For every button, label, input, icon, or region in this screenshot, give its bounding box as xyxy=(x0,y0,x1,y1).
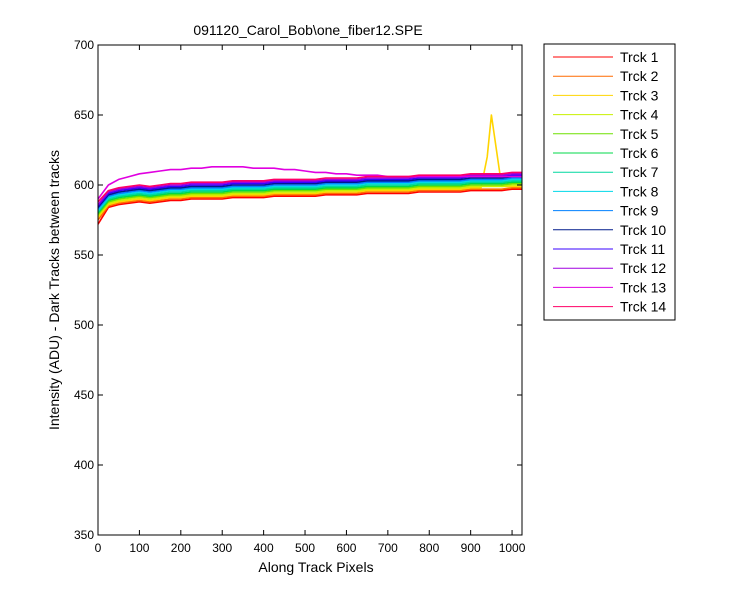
legend-label-trck-7: Trck 7 xyxy=(620,164,659,180)
legend-label-trck-11: Trck 11 xyxy=(620,241,665,257)
x-tick-label: 400 xyxy=(254,541,274,555)
series-line-trck-6 xyxy=(98,181,522,214)
legend-label-trck-6: Trck 6 xyxy=(620,145,659,161)
legend-box xyxy=(543,43,676,321)
legend-label-trck-4: Trck 4 xyxy=(620,107,659,123)
legend-label-trck-2: Trck 2 xyxy=(620,68,659,84)
y-tick-label: 550 xyxy=(74,248,94,262)
x-tick-label: 1000 xyxy=(499,541,526,555)
axes-box xyxy=(97,44,523,536)
y-tick-label: 500 xyxy=(74,318,94,332)
legend-label-trck-10: Trck 10 xyxy=(620,222,666,238)
y-tick-label: 400 xyxy=(74,458,94,472)
y-tick-label: 350 xyxy=(74,528,94,542)
x-tick-label: 700 xyxy=(378,541,398,555)
legend-label-trck-9: Trck 9 xyxy=(620,203,659,219)
series-line-trck-7 xyxy=(98,180,522,213)
series-line-trck-14 xyxy=(98,171,522,203)
x-tick-label: 900 xyxy=(461,541,481,555)
x-tick-label: 0 xyxy=(95,541,102,555)
legend-label-trck-14: Trck 14 xyxy=(620,299,666,315)
series-line-trck-8 xyxy=(98,178,522,211)
series-line-trck-13 xyxy=(98,166,522,200)
series-line-trck-1 xyxy=(98,188,522,225)
x-tick-label: 800 xyxy=(419,541,439,555)
y-axis: 350 400 450 500 550 600 650 700 xyxy=(74,38,522,542)
x-tick-label: 100 xyxy=(129,541,149,555)
x-axis-label: Along Track Pixels xyxy=(258,559,373,575)
legend-label-trck-8: Trck 8 xyxy=(620,183,659,199)
x-axis: 0 100 200 300 400 500 600 700 800 900 1000 xyxy=(95,45,526,555)
y-axis-label: Intensity (ADU) - Dark Tracks between tr… xyxy=(46,150,62,430)
legend-label-trck-12: Trck 12 xyxy=(620,260,666,276)
plot-area xyxy=(98,114,522,225)
x-tick-label: 600 xyxy=(336,541,356,555)
series-line-trck-11 xyxy=(98,174,522,207)
y-tick-label: 600 xyxy=(74,178,94,192)
series-line-trck-5 xyxy=(98,182,522,215)
x-tick-label: 500 xyxy=(295,541,315,555)
series-line-trck-3 xyxy=(98,114,522,218)
y-tick-label: 450 xyxy=(74,388,94,402)
y-tick-label: 700 xyxy=(74,38,94,52)
legend-label-trck-5: Trck 5 xyxy=(620,126,659,142)
chart-title: 091120_Carol_Bob\one_fiber12.SPE xyxy=(193,22,422,38)
x-tick-label: 300 xyxy=(212,541,232,555)
series-line-trck-9 xyxy=(98,177,522,210)
y-tick-label: 650 xyxy=(74,108,94,122)
legend-label-trck-3: Trck 3 xyxy=(620,87,659,103)
series-line-trck-4 xyxy=(98,184,522,217)
legend-label-trck-1: Trck 1 xyxy=(620,49,659,65)
series-line-trck-10 xyxy=(98,175,522,208)
legend: Trck 1 Trck 2 Trck 3 Trck 4 Trck 5 Trck 6 Trck… xyxy=(543,43,676,321)
x-tick-label: 200 xyxy=(171,541,191,555)
legend-label-trck-13: Trck 13 xyxy=(620,279,666,295)
series-line-trck-2 xyxy=(98,187,522,221)
